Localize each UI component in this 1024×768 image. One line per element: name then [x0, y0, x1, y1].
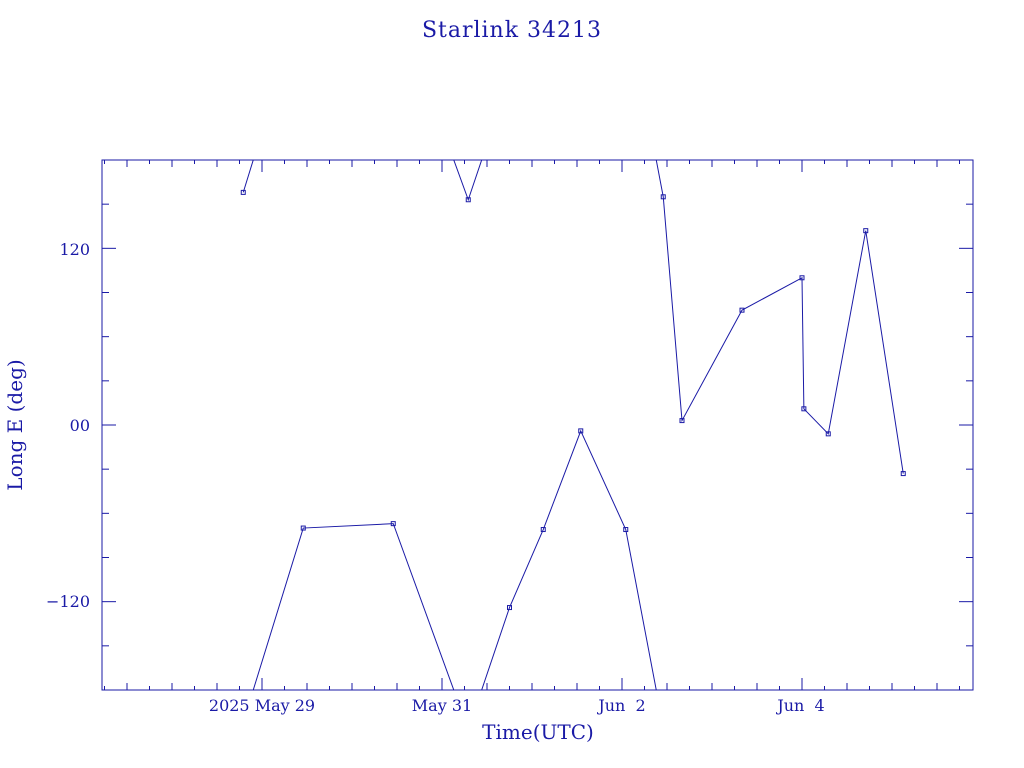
data-point [623, 527, 629, 533]
data-point [679, 418, 685, 424]
x-tick-label: Jun 2 [596, 696, 645, 715]
y-tick-label: 00 [70, 416, 90, 435]
data-point [900, 471, 906, 477]
y-axis-label: Long E (deg) [3, 359, 27, 490]
data-point [825, 431, 831, 437]
y-tick-label: 120 [59, 240, 90, 259]
x-axis-tick-labels: 2025 May 29 May 31 Jun 2 Jun 4 [209, 696, 825, 715]
data-point [507, 605, 512, 611]
data-point [660, 194, 666, 200]
data-point [863, 228, 869, 234]
data-point [799, 275, 805, 281]
data-point [390, 521, 396, 527]
y-axis-ticks [102, 203, 973, 647]
data-point [578, 428, 584, 434]
y-tick-label: −120 [46, 592, 90, 611]
series-path [242, 160, 904, 690]
data-point [540, 527, 546, 533]
data-point [739, 307, 745, 313]
plot-frame [101, 159, 974, 691]
x-tick-label: Jun 4 [775, 696, 824, 715]
series-line [242, 160, 904, 690]
x-tick-label: 2025 May 29 [209, 696, 315, 715]
chart-title: Starlink 34213 [422, 18, 602, 43]
x-tick-label: May 31 [412, 696, 472, 715]
x-axis-ticks [104, 160, 960, 690]
series-markers [240, 189, 906, 611]
data-point [801, 406, 807, 412]
data-point [465, 197, 471, 203]
data-point [300, 525, 306, 531]
x-axis-label: Time(UTC) [482, 720, 594, 744]
data-point [240, 189, 246, 195]
y-axis-tick-labels: −120 00 120 [46, 240, 90, 611]
